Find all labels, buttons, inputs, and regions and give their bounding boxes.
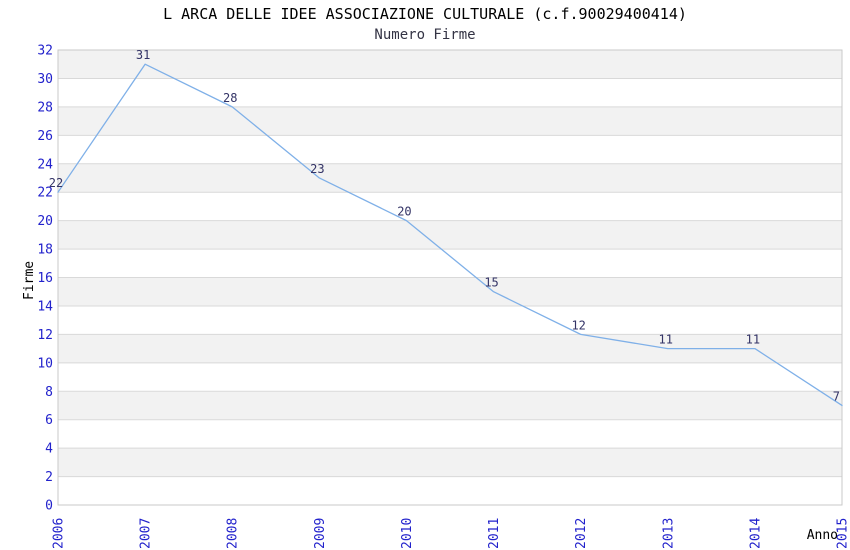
series-line <box>57 63 843 407</box>
x-tick-label: 2007 <box>139 518 154 549</box>
y-tick-label: 4 <box>45 442 53 457</box>
y-tick-label: 30 <box>37 72 53 87</box>
y-tick-label: 26 <box>37 129 53 144</box>
point-label: 23 <box>310 162 324 176</box>
point-label: 28 <box>223 91 237 105</box>
x-tick-label: 2010 <box>400 518 415 549</box>
point-label: 11 <box>659 333 673 347</box>
y-tick-label: 10 <box>37 356 53 371</box>
point-label: 15 <box>484 276 498 290</box>
x-tick-label: 2014 <box>748 518 763 549</box>
x-tick-label: 2013 <box>661 518 676 549</box>
grid-band <box>58 277 842 306</box>
y-tick-label: 22 <box>37 186 53 201</box>
grid-band <box>58 448 842 477</box>
x-tick-label: 2008 <box>226 518 241 549</box>
grid-band <box>58 220 842 250</box>
x-tick-label: 2009 <box>313 518 328 549</box>
y-tick-label: 0 <box>45 499 53 514</box>
y-tick-label: 8 <box>45 385 53 400</box>
x-tick-label: 2012 <box>574 518 589 549</box>
y-tick-label: 12 <box>37 328 53 343</box>
y-axis-title: Firme <box>22 261 37 300</box>
point-label: 7 <box>833 389 840 403</box>
point-label: 11 <box>746 333 760 347</box>
y-tick-label: 32 <box>37 44 53 59</box>
y-tick-label: 24 <box>37 157 53 172</box>
y-tick-label: 28 <box>37 100 53 115</box>
point-label: 31 <box>136 48 150 62</box>
y-tick-label: 20 <box>37 214 53 229</box>
point-label: 12 <box>571 318 585 332</box>
point-label: 20 <box>397 205 411 219</box>
x-tick-label: 2006 <box>52 518 67 549</box>
grid-band <box>58 50 842 79</box>
y-tick-label: 14 <box>37 299 53 314</box>
chart-subtitle: Numero Firme <box>374 27 476 43</box>
grid-band <box>58 163 842 193</box>
y-tick-label: 2 <box>45 470 53 485</box>
x-tick-label: 2015 <box>836 518 850 549</box>
y-tick-label: 18 <box>37 243 53 258</box>
chart-title: L ARCA DELLE IDEE ASSOCIAZIONE CULTURALE… <box>163 5 687 23</box>
point-label: 22 <box>49 176 63 190</box>
y-tick-label: 6 <box>45 413 53 428</box>
grid-band <box>58 106 842 136</box>
x-axis-title: Anno <box>807 528 838 543</box>
y-tick-label: 16 <box>37 271 53 286</box>
x-tick-label: 2011 <box>487 518 502 549</box>
grid-band <box>58 391 842 420</box>
plot-border <box>57 49 843 506</box>
